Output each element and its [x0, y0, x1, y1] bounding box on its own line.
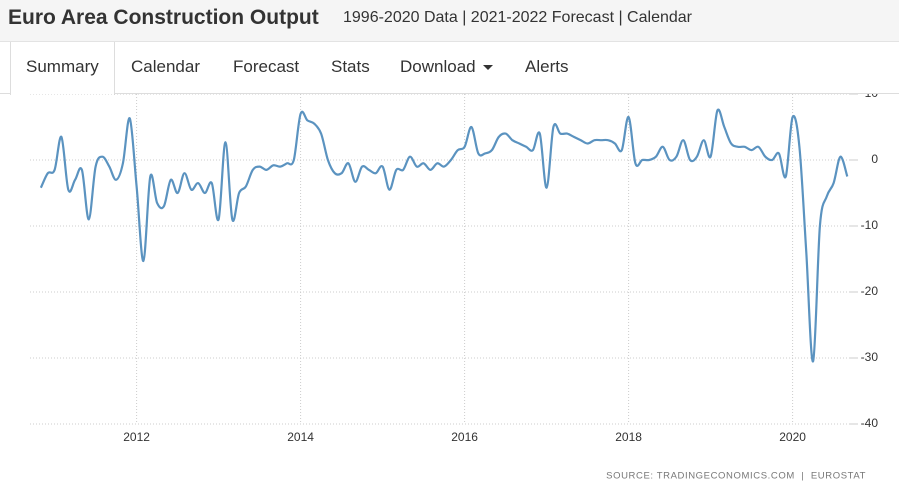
tab-label[interactable]: Alerts: [525, 57, 569, 76]
x-tick-label: 2012: [123, 430, 150, 444]
dropdown-caret[interactable]: [482, 65, 493, 71]
tab[interactable]: Summary: [10, 42, 115, 95]
y-tick-label: 10: [865, 94, 879, 100]
tab-label[interactable]: Calendar: [131, 57, 200, 76]
y-tick-label: 0: [871, 152, 878, 166]
data-line: [39, 108, 849, 363]
y-tick-label: -20: [861, 284, 879, 298]
tab[interactable]: Calendar: [116, 42, 215, 94]
source-note: SOURCE: TRADINGECONOMICS.COM | EUROSTAT: [606, 471, 866, 482]
tab-label[interactable]: Forecast: [233, 57, 300, 76]
page-title: Euro Area Construction Output: [8, 6, 319, 29]
y-tick-label: -30: [861, 350, 879, 364]
chart: 10 0 -10 -20 -30 -40 2012 2014 2016 2018 2020 SOURC…: [30, 94, 879, 482]
x-tick-label: 2020: [779, 430, 806, 444]
tab-bar: Summary Calendar Forecast Stats Download Aler…: [0, 42, 899, 95]
header: Euro Area Construction Output 1996-2020 …: [0, 0, 899, 42]
x-tick-label: 2014: [287, 430, 314, 444]
tab[interactable]: Download: [385, 42, 508, 94]
y-tick-label: -10: [861, 218, 879, 232]
page-subtitle: 1996-2020 Data | 2021-2022 Forecast | Ca…: [343, 9, 692, 26]
y-tick-label: -40: [861, 416, 879, 430]
tab[interactable]: Stats: [316, 42, 385, 94]
tab-label[interactable]: Summary: [26, 57, 99, 76]
tab-label[interactable]: Download: [400, 57, 476, 76]
x-tick-label: 2018: [615, 430, 642, 444]
tab[interactable]: Forecast: [218, 42, 314, 94]
tab[interactable]: Alerts: [510, 42, 583, 94]
tab-label[interactable]: Stats: [331, 57, 370, 76]
x-tick-label: 2016: [451, 430, 478, 444]
